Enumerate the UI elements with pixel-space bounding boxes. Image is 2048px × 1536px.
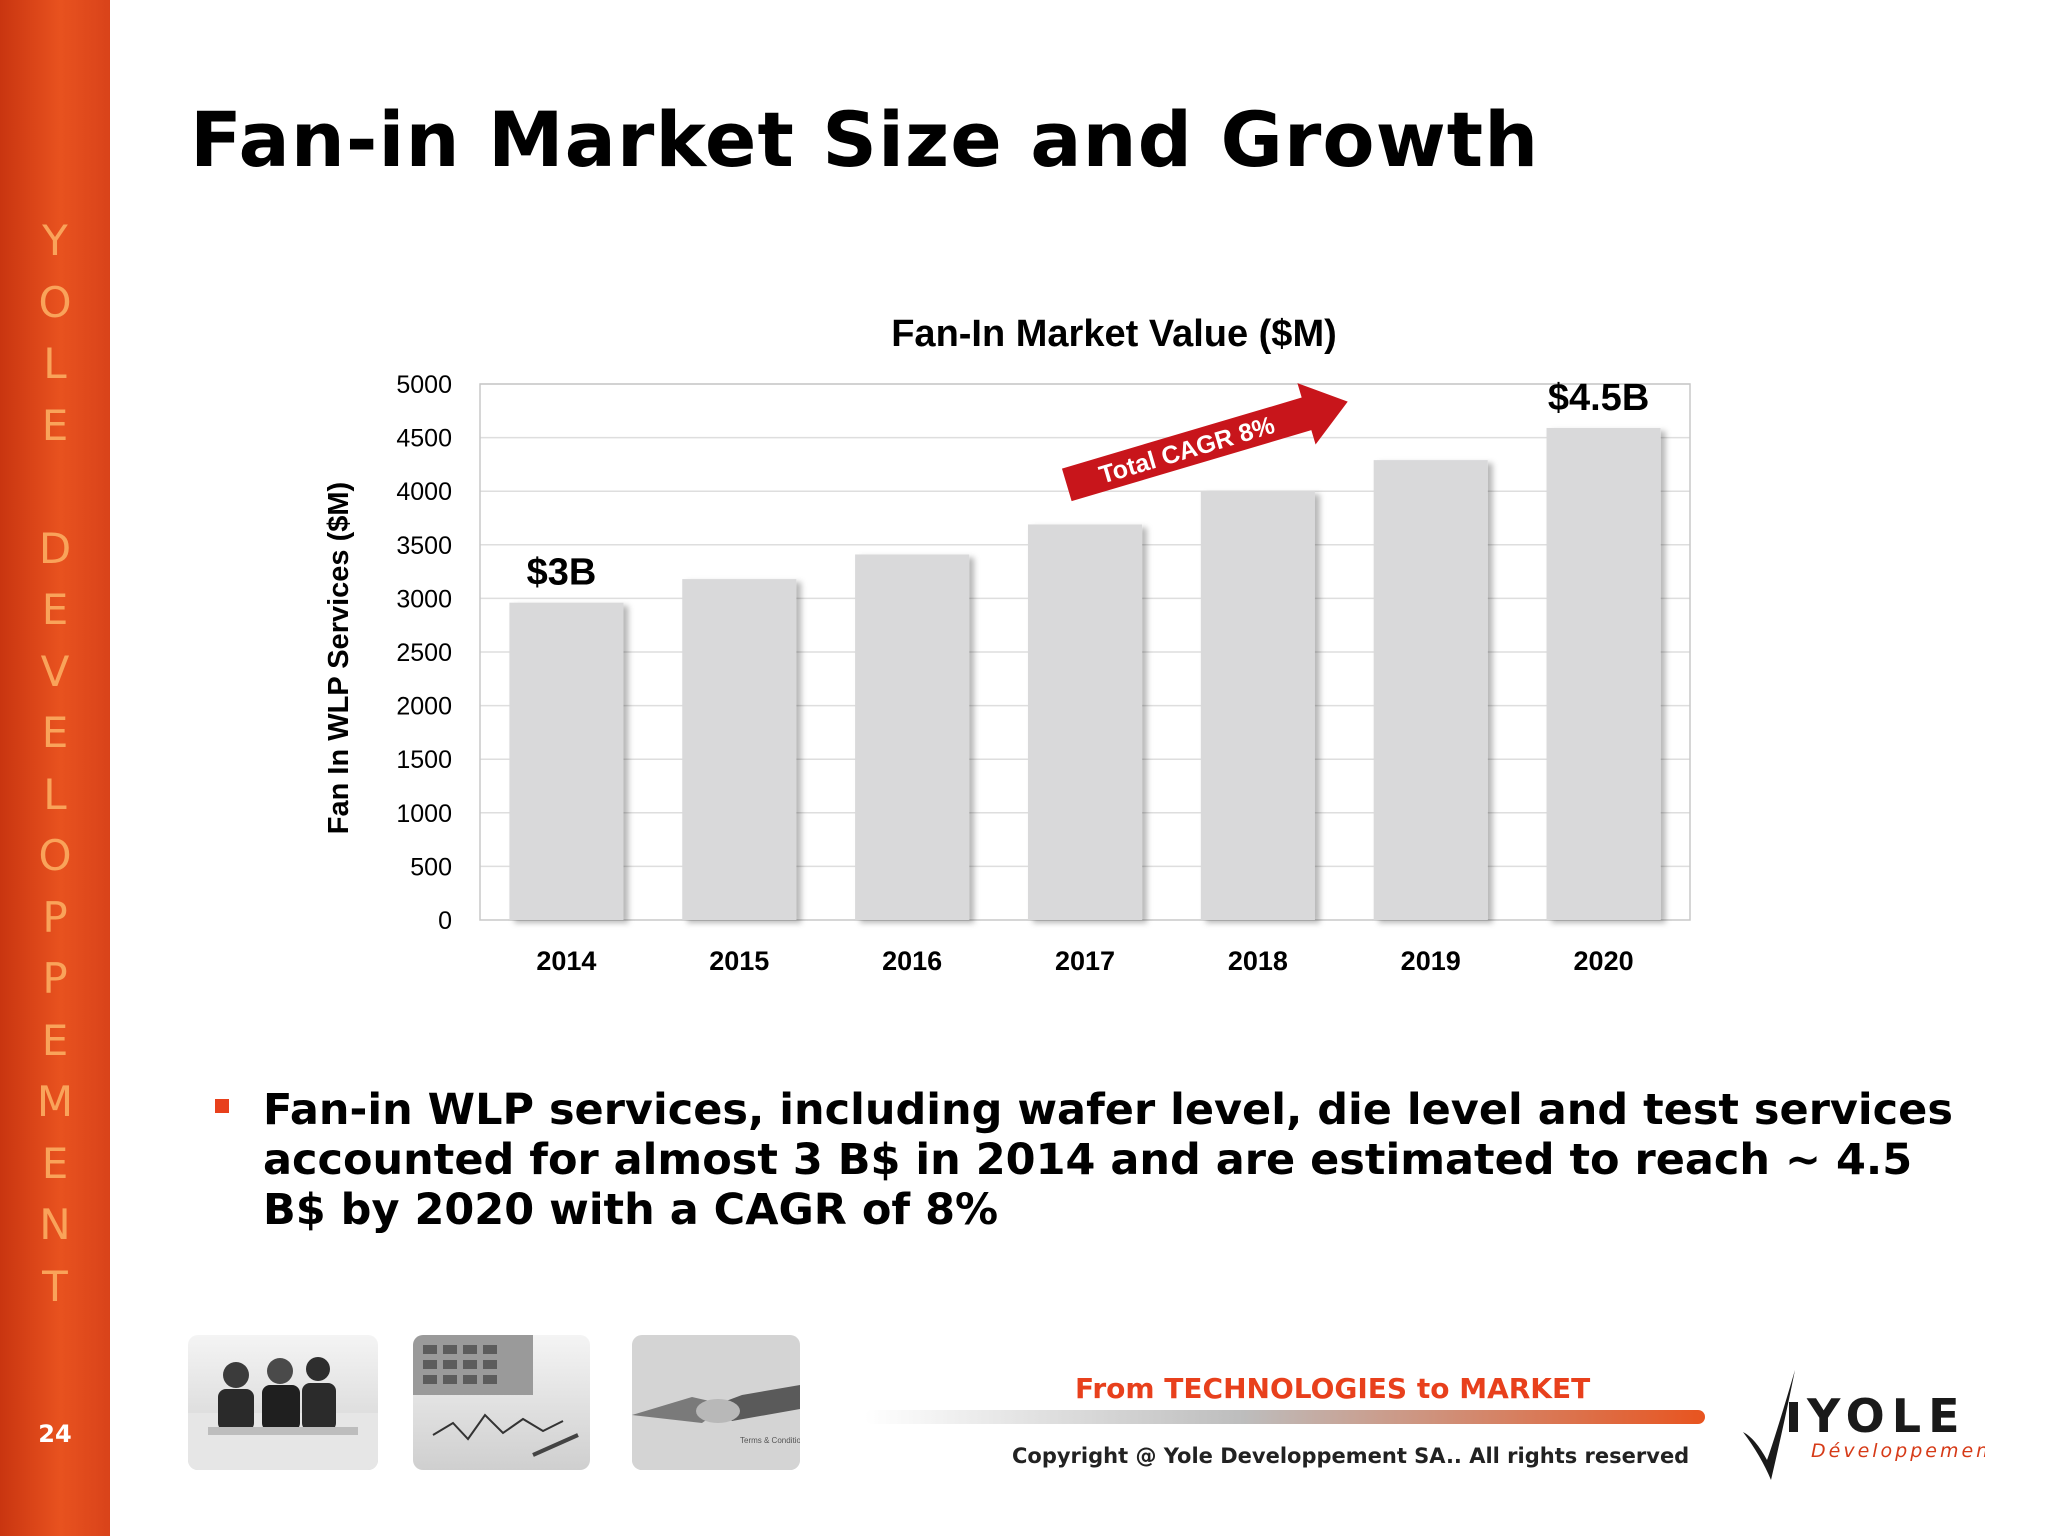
value-annotations: $3B $4.5B: [527, 377, 1650, 594]
chart-title: Fan-In Market Value ($M): [891, 313, 1337, 355]
yole-logo-text: YOLE: [1806, 1389, 1967, 1443]
y-tick-label: 1500: [396, 746, 452, 774]
sidebar-letter: L: [43, 339, 67, 388]
finance-calculator-photo: [413, 1335, 590, 1470]
x-tick-label: 2017: [1055, 946, 1115, 976]
sidebar-letter: V: [40, 646, 70, 696]
page-number: 24: [38, 1420, 72, 1448]
y-tick-labels: 0 500 1000 1500 2000 2500 3000 3500 4000 4500 5000: [396, 371, 452, 935]
value-annotation: $3B: [527, 552, 597, 594]
sidebar-letter: E: [41, 1015, 69, 1065]
tagline: From TECHNOLOGIES to MARKET: [1075, 1372, 1591, 1405]
y-tick-label: 3500: [396, 532, 452, 560]
y-tick-label: 5000: [396, 371, 452, 399]
bullet-marker: [215, 1099, 229, 1113]
x-tick-labels: 2014 2015 2016 2017 2018 2019 2020: [536, 946, 1633, 976]
x-tick-label: 2020: [1574, 946, 1634, 976]
x-tick-label: 2018: [1228, 946, 1288, 976]
y-tick-label: 4000: [396, 478, 452, 506]
sidebar-letter: P: [42, 892, 68, 942]
yole-logo: YOLE Développement: [1743, 1370, 1985, 1480]
y-tick-label: 1000: [396, 800, 452, 828]
x-tick-label: 2019: [1401, 946, 1461, 976]
bar-2019: [1373, 460, 1488, 920]
bar-chart: Fan-In Market Value ($M) Fan In WLP Serv…: [323, 313, 1691, 976]
cagr-arrow-shape: [1061, 383, 1348, 502]
x-tick-label: 2014: [536, 946, 596, 976]
handshake-photo: Terms & Conditions: [632, 1335, 800, 1470]
y-tick-label: 500: [410, 853, 452, 881]
y-tick-label: 0: [438, 907, 452, 935]
sidebar-letter: Y: [42, 216, 68, 265]
copyright-notice: Copyright @ Yole Developpement SA.. All …: [1012, 1444, 1690, 1468]
y-tick-label: 2000: [396, 693, 452, 721]
value-annotation: $4.5B: [1548, 377, 1649, 419]
bar-2016: [855, 554, 970, 920]
x-tick-label: 2015: [709, 946, 769, 976]
sidebar-letter: [0, 456, 110, 518]
y-axis-label: Fan In WLP Services ($M): [323, 482, 355, 834]
footer-divider: [865, 1410, 1705, 1424]
sidebar-letter: E: [41, 585, 69, 634]
bar-2017: [1027, 524, 1143, 920]
yole-logo-swoosh: [1743, 1370, 1795, 1480]
thumb-caption: Terms & Conditions: [740, 1436, 800, 1445]
yole-logo-subtext: Développement: [1811, 1440, 1985, 1462]
sidebar-letter: E: [41, 400, 69, 450]
sidebar-letter: L: [43, 769, 67, 819]
yole-logo-bar: [1789, 1402, 1798, 1432]
y-tick-label: 3000: [396, 585, 452, 613]
sidebar-letter: O: [38, 831, 72, 880]
sidebar-letter: O: [38, 277, 72, 327]
bar-2018: [1200, 491, 1315, 920]
bars: [509, 427, 1661, 920]
sidebar-letter: N: [39, 1200, 71, 1249]
bar-2015: [682, 579, 797, 920]
bullet-text: Fan-in WLP services, including wafer lev…: [263, 1085, 1953, 1235]
y-tick-label: 2500: [396, 639, 452, 667]
bar-2014: [509, 602, 624, 920]
sidebar-letter: T: [42, 1261, 68, 1311]
sidebar-letter: E: [41, 708, 69, 757]
slide-title: Fan-in Market Size and Growth: [190, 95, 1540, 184]
cagr-arrow-label: Total CAGR 8%: [1096, 411, 1278, 489]
sidebar-letter: D: [38, 523, 72, 573]
sidebar-letter: M: [36, 1077, 74, 1126]
sidebar-letter: E: [41, 1138, 69, 1188]
business-meeting-photo: [188, 1335, 378, 1470]
sidebar-letter: P: [42, 954, 68, 1003]
y-tick-label: 4500: [396, 425, 452, 453]
bar-2020: [1546, 427, 1661, 920]
x-tick-label: 2016: [882, 946, 942, 976]
